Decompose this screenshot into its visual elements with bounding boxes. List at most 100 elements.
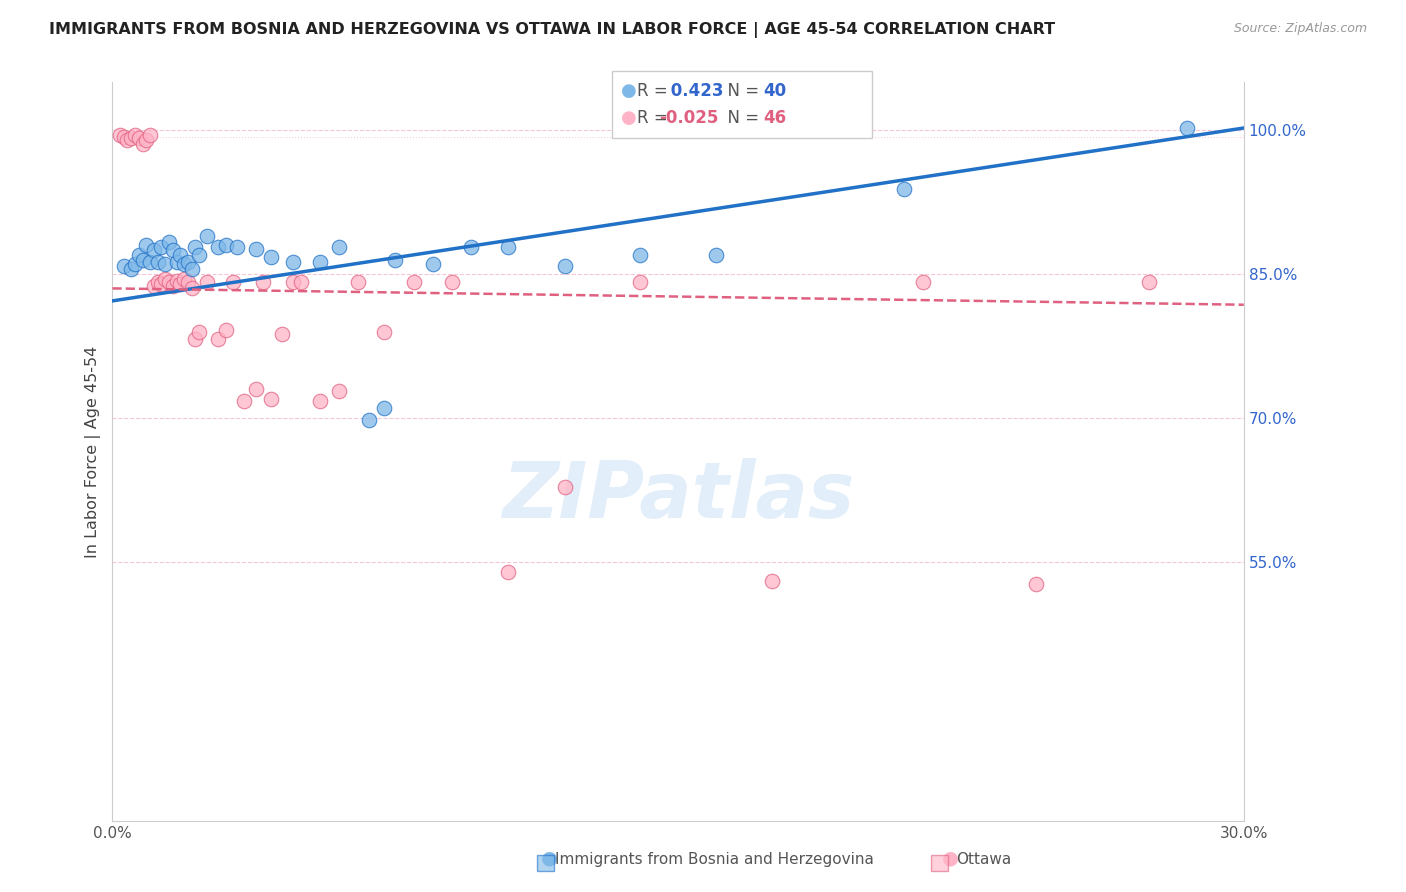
Point: [150, 240, 173, 254]
Point: [207, 332, 229, 346]
Text: R =: R =: [637, 109, 673, 127]
Point: [162, 243, 184, 257]
Point: [173, 272, 195, 286]
Point: [120, 130, 142, 145]
Point: [290, 275, 312, 289]
Point: [180, 281, 202, 295]
Point: [146, 275, 169, 289]
Point: [180, 262, 202, 277]
Point: [271, 326, 294, 341]
Point: [139, 128, 162, 142]
Point: [177, 275, 200, 289]
Point: [422, 257, 444, 271]
Point: [146, 255, 169, 269]
Point: [404, 275, 426, 289]
Point: [373, 325, 395, 339]
Point: [328, 240, 350, 254]
Text: 40: 40: [763, 82, 786, 100]
Point: [169, 248, 191, 262]
Point: [245, 382, 267, 396]
Text: ●: ●: [942, 848, 959, 867]
Point: [195, 228, 218, 243]
Point: [162, 278, 184, 293]
Point: [184, 332, 207, 346]
Point: [233, 393, 256, 408]
Point: [139, 255, 162, 269]
Point: [128, 130, 150, 145]
Point: [207, 240, 229, 254]
Point: [245, 242, 267, 256]
Point: [173, 257, 195, 271]
Point: [308, 393, 330, 408]
Text: N =: N =: [717, 82, 765, 100]
Point: [260, 392, 283, 406]
Point: [157, 235, 180, 250]
Point: [142, 243, 165, 257]
Point: [761, 574, 783, 589]
Point: [283, 255, 305, 269]
Point: [373, 401, 395, 416]
Text: ●: ●: [621, 82, 637, 100]
Point: [135, 132, 157, 146]
Point: [135, 238, 157, 252]
Point: [188, 248, 211, 262]
Point: [188, 325, 211, 339]
Point: [440, 275, 463, 289]
Text: Ottawa: Ottawa: [956, 852, 1011, 867]
Text: 46: 46: [763, 109, 786, 127]
Point: [117, 132, 139, 146]
Point: [155, 272, 177, 286]
Point: [128, 248, 150, 262]
Point: [124, 128, 146, 142]
Point: [346, 275, 368, 289]
Point: [1139, 275, 1161, 289]
Point: [628, 275, 651, 289]
Point: [142, 278, 165, 293]
Point: [893, 182, 915, 196]
Point: [177, 255, 200, 269]
Text: Source: ZipAtlas.com: Source: ZipAtlas.com: [1233, 22, 1367, 36]
Point: [214, 323, 236, 337]
Text: -0.025: -0.025: [659, 109, 718, 127]
Text: IMMIGRANTS FROM BOSNIA AND HERZEGOVINA VS OTTAWA IN LABOR FORCE | AGE 45-54 CORR: IMMIGRANTS FROM BOSNIA AND HERZEGOVINA V…: [49, 22, 1056, 38]
Point: [554, 260, 576, 274]
Point: [112, 129, 135, 144]
Point: [184, 240, 207, 254]
Point: [131, 137, 153, 152]
Point: [628, 248, 651, 262]
Point: [195, 275, 218, 289]
Point: [214, 238, 236, 252]
Point: [554, 480, 576, 494]
Point: [169, 277, 191, 291]
Point: [498, 565, 520, 579]
Text: R =: R =: [637, 82, 673, 100]
Point: [222, 275, 245, 289]
Text: ●: ●: [621, 109, 637, 127]
Point: [357, 413, 380, 427]
Point: [384, 252, 406, 267]
Point: [120, 262, 142, 277]
Point: [328, 384, 350, 399]
Point: [112, 260, 135, 274]
Text: ●: ●: [541, 848, 558, 867]
Point: [260, 250, 283, 264]
Point: [166, 274, 188, 288]
Point: [157, 275, 180, 289]
Point: [704, 248, 727, 262]
Point: [1025, 577, 1047, 591]
Point: [912, 275, 935, 289]
Point: [1175, 121, 1198, 136]
Text: ZIPatlas: ZIPatlas: [502, 458, 855, 534]
Point: [283, 275, 305, 289]
Point: [252, 275, 274, 289]
Point: [498, 240, 520, 254]
Point: [225, 240, 247, 254]
Point: [155, 257, 177, 271]
Y-axis label: In Labor Force | Age 45-54: In Labor Force | Age 45-54: [86, 345, 101, 558]
Point: [108, 128, 131, 142]
Point: [166, 255, 188, 269]
Point: [124, 257, 146, 271]
Text: N =: N =: [717, 109, 765, 127]
Text: 0.423: 0.423: [665, 82, 724, 100]
Point: [460, 240, 482, 254]
